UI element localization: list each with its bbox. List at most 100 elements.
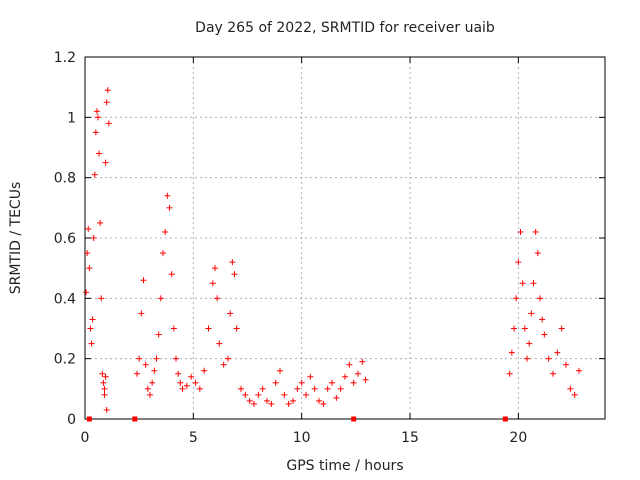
y-tick-label: 0 [67, 412, 76, 428]
data-point [103, 99, 110, 106]
data-point [346, 361, 353, 368]
data-point [251, 400, 257, 407]
data-point [576, 367, 582, 374]
data-point [188, 373, 195, 380]
data-point [541, 331, 548, 338]
data-point [98, 295, 105, 302]
data-point [517, 228, 524, 235]
data-point [220, 361, 227, 368]
data-point [102, 159, 109, 166]
data-point [166, 204, 173, 211]
data-point [162, 228, 169, 235]
data-point [231, 271, 238, 278]
data-point [255, 391, 262, 398]
data-point [506, 370, 513, 377]
data-point [550, 370, 556, 377]
data-point [196, 385, 203, 392]
x-axis-label: GPS time / hours [286, 458, 403, 474]
data-point [83, 289, 90, 296]
data-point [294, 385, 301, 392]
data-point [87, 325, 94, 332]
data-point [524, 355, 530, 362]
data-point [88, 340, 95, 347]
data-point [324, 385, 331, 392]
data-point [246, 397, 253, 404]
y-axis-label: SRMTID / TECUs [8, 182, 24, 295]
data-point [233, 325, 240, 332]
zero-markers [86, 416, 508, 422]
data-point [316, 397, 322, 404]
data-point [183, 382, 190, 389]
zero-marker [132, 416, 138, 422]
data-point [311, 385, 318, 392]
data-point [511, 325, 517, 332]
y-tick-label: 0.8 [54, 171, 76, 187]
data-point [342, 373, 348, 380]
data-point [142, 361, 149, 368]
data-point [95, 114, 101, 121]
zero-marker [86, 416, 92, 422]
data-point [96, 150, 103, 157]
data-point [528, 310, 535, 317]
data-point [567, 385, 574, 392]
data-point [350, 379, 357, 386]
data-point [285, 400, 292, 407]
data-point [170, 325, 177, 332]
data-point [134, 370, 140, 377]
data-point [545, 355, 552, 362]
data-point [101, 385, 108, 392]
data-points [83, 87, 582, 413]
data-point [216, 340, 223, 347]
data-point [160, 250, 166, 257]
data-point [532, 228, 539, 235]
data-point [281, 391, 288, 398]
data-point [268, 400, 275, 407]
data-point [225, 355, 231, 362]
data-point [205, 325, 212, 332]
data-point [99, 370, 106, 377]
data-point [534, 250, 541, 257]
data-point [539, 316, 546, 323]
data-point [307, 373, 314, 380]
data-point [337, 385, 344, 392]
data-point [85, 225, 92, 232]
data-point [177, 379, 184, 386]
data-point [508, 349, 515, 356]
x-tick-label: 0 [81, 430, 90, 446]
data-point [298, 379, 305, 386]
data-point [214, 295, 221, 302]
data-point [157, 295, 164, 302]
data-point [209, 280, 216, 287]
y-tick-label: 0.4 [54, 291, 76, 307]
data-point [136, 355, 143, 362]
data-point [355, 370, 361, 377]
x-tick-label: 5 [189, 430, 198, 446]
data-point [272, 379, 279, 386]
data-point [571, 391, 578, 398]
data-point [530, 280, 537, 287]
data-point [175, 370, 182, 377]
chart-title: Day 265 of 2022, SRMTID for receiver uai… [195, 20, 495, 36]
x-tick-label: 15 [401, 430, 419, 446]
data-point [168, 271, 175, 278]
data-point [563, 361, 569, 368]
y-tick-label: 0.6 [54, 231, 76, 247]
data-point [303, 391, 309, 398]
data-point [526, 340, 533, 347]
data-point [151, 367, 158, 374]
data-point [103, 406, 110, 413]
data-point [153, 355, 160, 362]
data-point [84, 250, 91, 257]
data-point [140, 277, 147, 284]
y-tick-label: 1.2 [54, 50, 76, 66]
data-point [264, 397, 270, 404]
y-tick-label: 0.2 [54, 352, 76, 368]
x-tick-label: 10 [293, 430, 311, 446]
data-point [91, 171, 98, 178]
data-point [242, 391, 249, 398]
y-tick-label: 1 [67, 110, 76, 126]
grid [84, 56, 605, 420]
zero-marker [351, 416, 357, 422]
data-point [105, 120, 112, 127]
